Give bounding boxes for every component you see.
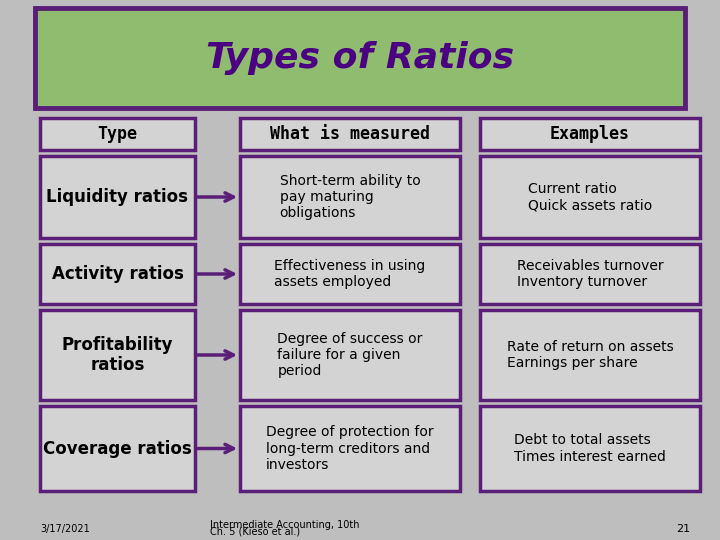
- Text: Degree of success or
failure for a given
period: Degree of success or failure for a given…: [277, 332, 423, 378]
- Text: Receivables turnover
Inventory turnover: Receivables turnover Inventory turnover: [517, 259, 663, 289]
- Text: Profitability
ratios: Profitability ratios: [62, 335, 174, 374]
- Text: What is measured: What is measured: [270, 125, 430, 143]
- FancyBboxPatch shape: [40, 310, 195, 400]
- FancyBboxPatch shape: [480, 156, 700, 238]
- Text: Debt to total assets
Times interest earned: Debt to total assets Times interest earn…: [514, 434, 666, 464]
- Text: Examples: Examples: [550, 125, 630, 143]
- FancyBboxPatch shape: [480, 244, 700, 304]
- FancyBboxPatch shape: [40, 244, 195, 304]
- FancyBboxPatch shape: [40, 156, 195, 238]
- Text: Rate of return on assets
Earnings per share: Rate of return on assets Earnings per sh…: [507, 340, 673, 370]
- Text: Type: Type: [97, 125, 138, 143]
- Text: Current ratio
Quick assets ratio: Current ratio Quick assets ratio: [528, 182, 652, 212]
- FancyBboxPatch shape: [240, 310, 460, 400]
- Text: Degree of protection for
long-term creditors and
investors: Degree of protection for long-term credi…: [266, 426, 434, 472]
- Text: 3/17/2021: 3/17/2021: [40, 524, 90, 534]
- FancyBboxPatch shape: [240, 244, 460, 304]
- Text: Short-term ability to
pay maturing
obligations: Short-term ability to pay maturing oblig…: [279, 174, 420, 220]
- FancyBboxPatch shape: [35, 8, 685, 108]
- FancyBboxPatch shape: [480, 406, 700, 491]
- Text: Coverage ratios: Coverage ratios: [43, 440, 192, 457]
- Text: Liquidity ratios: Liquidity ratios: [47, 188, 189, 206]
- Text: Effectiveness in using
assets employed: Effectiveness in using assets employed: [274, 259, 426, 289]
- Text: Activity ratios: Activity ratios: [52, 265, 184, 283]
- FancyBboxPatch shape: [240, 156, 460, 238]
- FancyBboxPatch shape: [40, 406, 195, 491]
- Text: 21: 21: [676, 524, 690, 534]
- Text: Types of Ratios: Types of Ratios: [206, 41, 514, 75]
- FancyBboxPatch shape: [480, 118, 700, 150]
- FancyBboxPatch shape: [240, 118, 460, 150]
- Text: Ch. 5 (Kieso et al.): Ch. 5 (Kieso et al.): [210, 527, 300, 537]
- FancyBboxPatch shape: [40, 118, 195, 150]
- FancyBboxPatch shape: [480, 310, 700, 400]
- FancyBboxPatch shape: [240, 406, 460, 491]
- Text: Intermediate Accounting, 10th: Intermediate Accounting, 10th: [210, 520, 359, 530]
